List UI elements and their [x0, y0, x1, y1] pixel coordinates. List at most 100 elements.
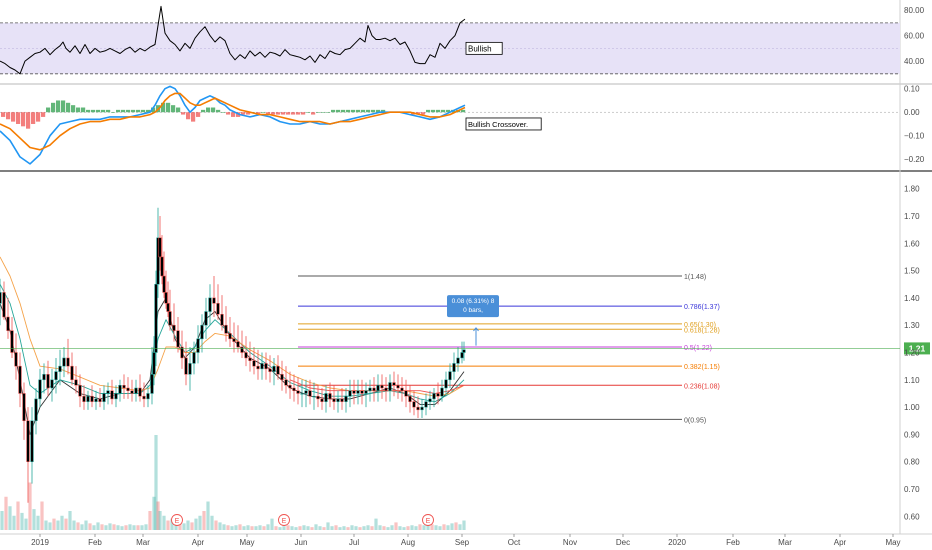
candle-body[interactable] — [26, 420, 30, 462]
candle-body[interactable] — [14, 352, 18, 367]
candle-body[interactable] — [130, 390, 134, 394]
candle-body[interactable] — [248, 357, 252, 361]
candle-body[interactable] — [320, 398, 324, 402]
candle-body[interactable] — [90, 395, 94, 402]
candle-body[interactable] — [316, 395, 320, 400]
candlesticks[interactable] — [0, 207, 466, 503]
candle-body[interactable] — [428, 398, 432, 402]
candle-body[interactable] — [460, 352, 464, 359]
candle-body[interactable] — [400, 387, 404, 391]
candle-body[interactable] — [98, 398, 102, 402]
candle-body[interactable] — [152, 352, 156, 375]
candle-body[interactable] — [368, 387, 372, 391]
candle-body[interactable] — [232, 338, 236, 342]
candle-body[interactable] — [352, 390, 356, 394]
candle-body[interactable] — [180, 346, 184, 359]
candle-body[interactable] — [94, 398, 98, 402]
measure-tool[interactable]: 0.08 (6.31%) 8 0 bars, — [447, 295, 499, 346]
candle-body[interactable] — [162, 275, 166, 293]
earnings-marker-icon[interactable] — [422, 514, 434, 526]
fibonacci-retracement[interactable]: 1(1.48) 0.786(1.37) 0.65(1.30)0.618(1.28) 0… — [298, 274, 720, 424]
candle-body[interactable] — [176, 330, 180, 348]
candle-body[interactable] — [142, 395, 146, 400]
candle-body[interactable] — [30, 420, 34, 462]
candle-body[interactable] — [224, 324, 228, 334]
candle-body[interactable] — [444, 379, 448, 389]
candle-body[interactable] — [196, 338, 200, 353]
candle-body[interactable] — [380, 385, 384, 389]
candle-body[interactable] — [440, 387, 444, 397]
candle-body[interactable] — [392, 382, 396, 386]
candle-body[interactable] — [416, 406, 420, 411]
candle-body[interactable] — [376, 385, 380, 391]
candle-body[interactable] — [126, 387, 130, 391]
candle-body[interactable] — [66, 357, 70, 367]
candle-body[interactable] — [216, 303, 220, 315]
candle-body[interactable] — [356, 390, 360, 394]
candle-body[interactable] — [340, 398, 344, 402]
candle-body[interactable] — [86, 395, 90, 402]
candle-body[interactable] — [240, 346, 244, 353]
candle-body[interactable] — [154, 283, 158, 353]
candle-body[interactable] — [272, 365, 276, 372]
candle-body[interactable] — [304, 390, 308, 394]
candle-body[interactable] — [372, 387, 376, 391]
candle-body[interactable] — [70, 365, 74, 381]
candle-body[interactable] — [42, 374, 46, 381]
candle-body[interactable] — [138, 387, 142, 397]
candle-body[interactable] — [388, 382, 392, 391]
candle-body[interactable] — [412, 401, 416, 408]
candle-body[interactable] — [384, 387, 388, 391]
candle-body[interactable] — [212, 297, 216, 304]
candle-body[interactable] — [436, 393, 440, 397]
candle-body[interactable] — [220, 314, 224, 326]
candle-body[interactable] — [448, 371, 452, 381]
candle-body[interactable] — [2, 292, 6, 318]
candle-body[interactable] — [360, 390, 364, 394]
candle-body[interactable] — [150, 374, 154, 394]
candle-body[interactable] — [192, 352, 196, 364]
candle-body[interactable] — [336, 398, 340, 402]
earnings-marker-icon[interactable] — [278, 514, 290, 526]
candle-body[interactable] — [424, 401, 428, 408]
candle-body[interactable] — [34, 398, 38, 422]
candle-body[interactable] — [408, 395, 412, 402]
candle-body[interactable] — [114, 393, 118, 400]
candle-body[interactable] — [78, 385, 82, 397]
candle-body[interactable] — [82, 395, 86, 402]
candle-body[interactable] — [268, 368, 272, 372]
candle-body[interactable] — [22, 393, 26, 422]
candle-body[interactable] — [146, 393, 150, 400]
macd-pane[interactable]: 0.10 0.00 −0.10 −0.20 Bullish Crossover. — [0, 85, 925, 165]
candle-body[interactable] — [38, 379, 42, 400]
candle-body[interactable] — [184, 357, 188, 375]
candle-body[interactable] — [280, 374, 284, 381]
candle-body[interactable] — [54, 371, 58, 381]
candle-body[interactable] — [0, 292, 2, 304]
candle-body[interactable] — [106, 390, 110, 394]
candle-body[interactable] — [200, 324, 204, 340]
candle-body[interactable] — [364, 390, 368, 394]
candle-body[interactable] — [46, 374, 50, 389]
candle-body[interactable] — [296, 390, 300, 394]
candle-body[interactable] — [256, 365, 260, 370]
candle-body[interactable] — [332, 398, 336, 402]
candle-body[interactable] — [6, 316, 10, 331]
candle-body[interactable] — [404, 390, 408, 397]
candle-body[interactable] — [168, 311, 172, 326]
candle-body[interactable] — [110, 390, 114, 400]
candle-body[interactable] — [74, 379, 78, 386]
candle-body[interactable] — [292, 387, 296, 391]
candle-body[interactable] — [188, 363, 192, 375]
candle-body[interactable] — [236, 341, 240, 348]
candle-body[interactable] — [432, 393, 436, 400]
candle-body[interactable] — [134, 387, 138, 394]
candle-body[interactable] — [156, 237, 160, 285]
candle-body[interactable] — [58, 365, 62, 372]
candle-body[interactable] — [62, 357, 66, 367]
candle-body[interactable] — [284, 379, 288, 386]
candle-body[interactable] — [324, 393, 328, 402]
candle-body[interactable] — [312, 395, 316, 398]
